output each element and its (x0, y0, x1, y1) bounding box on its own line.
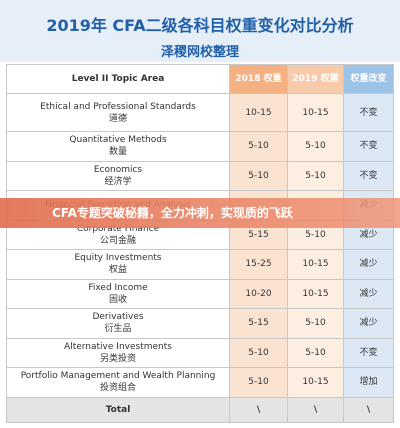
topic-zh: 道德 (108, 113, 127, 124)
topic-en: Fixed Income (88, 282, 148, 293)
weight-cell: 5-10 (229, 131, 288, 162)
row: Equity Investments 权益 15-25 10-15 减少 (6, 249, 394, 280)
change-cell: 不变 (343, 160, 394, 191)
row: Derivatives 衍生品 5-15 5-10 减少 (6, 308, 394, 339)
topic-zh: 另类投资 (99, 353, 136, 364)
topic-zh: 经济学 (104, 176, 132, 187)
weight-cell: 5-15 (229, 308, 288, 339)
topic-cell: Ethical and Professional Standards 道德 (6, 93, 230, 132)
change-cell: 不变 (343, 93, 394, 132)
row: Portfolio Management and Wealth Planning… (6, 367, 394, 398)
weight-cell: 10-15 (229, 93, 288, 132)
topic-en: Derivatives (92, 312, 144, 323)
weight-cell: 5-10 (229, 160, 288, 191)
topic-cell: Fixed Income 固收 (6, 278, 230, 309)
total-cell: \ (287, 396, 344, 423)
topic-en: Ethical and Professional Standards (40, 101, 196, 112)
topic-zh: 数量 (108, 147, 127, 158)
weight-cell: 5-10 (229, 337, 288, 368)
row: Economics 经济学 5-10 5-10 不变 (6, 160, 394, 191)
weight-cell: 10-20 (229, 278, 288, 309)
change-cell: 减少 (343, 278, 394, 309)
weight-cell: 10-15 (287, 249, 344, 280)
column-header: 2018 权重 (229, 64, 288, 94)
total-cell: \ (229, 396, 288, 423)
header-row: Level II Topic Area 2018 权重 2019 权重 权重改变 (6, 64, 394, 94)
topic-en: Corporate Finance (76, 223, 160, 234)
change-cell: 减少 (343, 308, 394, 339)
topic-zh: 衍生品 (104, 324, 132, 335)
column-header: Level II Topic Area (6, 64, 230, 94)
title: 2019年 CFA二级各科目权重变化对比分析 (46, 16, 354, 35)
change-cell: 不变 (343, 337, 394, 368)
weight-cell: 5-10 (287, 308, 344, 339)
row: Quantitative Methods 数量 5-10 5-10 不变 (6, 131, 394, 162)
change-cell: 增加 (343, 367, 394, 398)
column-header: 权重改变 (343, 64, 394, 94)
topic-cell: Derivatives 衍生品 (6, 308, 230, 339)
total-cell: Total (6, 396, 230, 423)
weight-cell: 5-10 (287, 131, 344, 162)
weight-cell: 10-15 (287, 367, 344, 398)
topic-cell: Equity Investments 权益 (6, 249, 230, 280)
weight-cell: 5-10 (287, 337, 344, 368)
row: Fixed Income 固收 10-20 10-15 减少 (6, 278, 394, 309)
row: Alternative Investments 另类投资 5-10 5-10 不变 (6, 337, 394, 368)
topic-en: Quantitative Methods (69, 135, 167, 146)
change-cell: 不变 (343, 131, 394, 162)
topic-cell: Economics 经济学 (6, 160, 230, 191)
banner: CFA专题突破秘籍，全力冲刺，实现质的飞跃 (0, 198, 400, 228)
topic-zh: 公司金融 (99, 235, 136, 246)
total-row: Total \ \ \ (6, 396, 394, 423)
topic-zh: 投资组合 (99, 383, 136, 394)
topic-en: Economics (93, 164, 143, 175)
topic-en: Equity Investments (74, 253, 162, 264)
topic-zh: 权益 (108, 265, 127, 276)
topic-zh: 固收 (108, 294, 127, 305)
topic-cell: Portfolio Management and Wealth Planning… (6, 367, 230, 398)
column-header: 2019 权重 (287, 64, 344, 94)
weight-cell: 10-15 (287, 278, 344, 309)
change-cell: 减少 (343, 249, 394, 280)
topic-cell: Quantitative Methods 数量 (6, 131, 230, 162)
subtitle: 泽稷网校整理 (160, 45, 239, 60)
row: Ethical and Professional Standards 道德 10-1… (6, 93, 394, 132)
weight-table: Level II Topic Area 2018 权重 2019 权重 权重改变 Eth… (6, 64, 394, 423)
weight-cell: 10-15 (287, 93, 344, 132)
topic-cell: Alternative Investments 另类投资 (6, 337, 230, 368)
topic-en: Portfolio Management and Wealth Planning (20, 371, 216, 382)
weight-cell: 15-25 (229, 249, 288, 280)
weight-cell: 5-10 (287, 160, 344, 191)
weight-cell: 5-10 (229, 367, 288, 398)
total-cell: \ (343, 396, 394, 423)
topic-en: Alternative Investments (64, 341, 172, 352)
header: 2019年 CFA二级各科目权重变化对比分析 泽稷网校整理 (0, 0, 400, 62)
